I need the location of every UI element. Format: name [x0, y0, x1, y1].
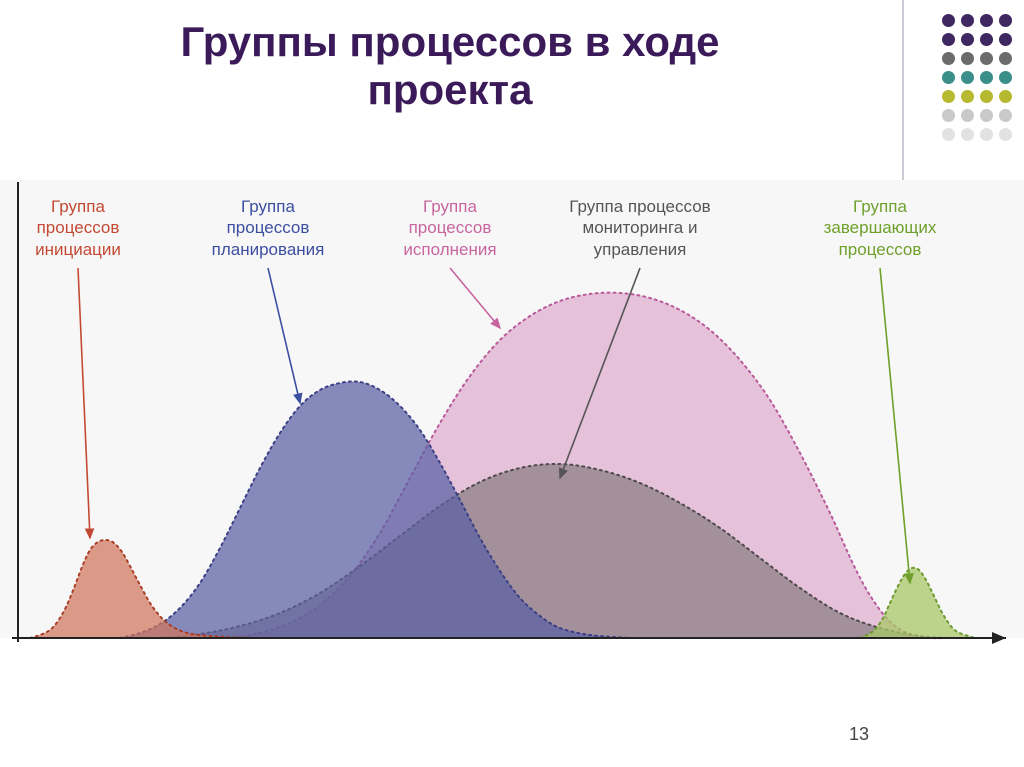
label-initiation: Группапроцессовинициации [0, 196, 168, 260]
label-monitoring: Группа процессовмониторинга иуправления [550, 196, 730, 260]
slide-title: Группы процессов в ходепроекта [0, 18, 900, 115]
dot-grid-decoration [942, 14, 1012, 147]
title-separator [902, 0, 904, 180]
page-number: 13 [849, 724, 869, 745]
label-planning: Группапроцессовпланирования [178, 196, 358, 260]
label-execution: Группапроцессовисполнения [360, 196, 540, 260]
process-groups-chart: ГруппапроцессовинициацииГруппапроцессовп… [0, 178, 1024, 658]
label-closing: Группазавершающихпроцессов [790, 196, 970, 260]
